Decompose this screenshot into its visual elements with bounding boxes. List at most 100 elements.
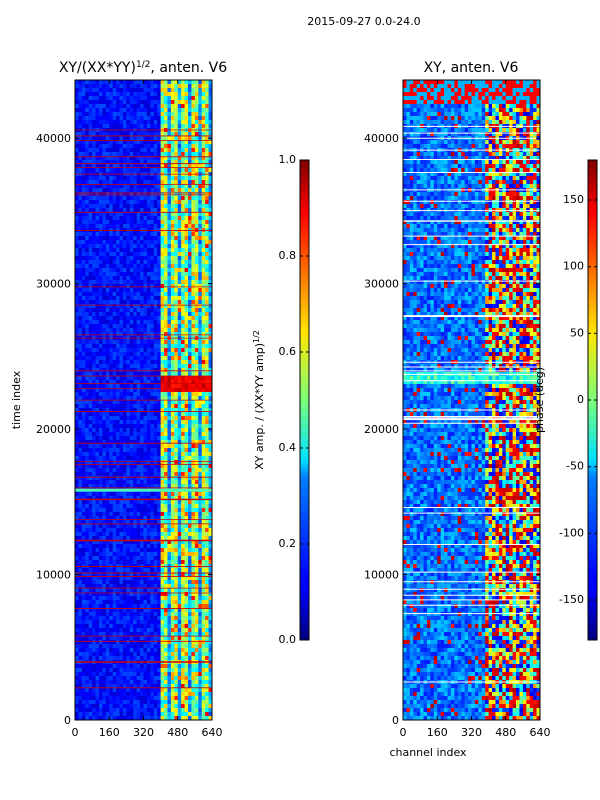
heatmap-cell bbox=[78, 256, 83, 261]
heatmap-cell bbox=[98, 296, 103, 301]
heatmap-cell bbox=[112, 524, 117, 529]
heatmap-cell bbox=[157, 188, 162, 193]
heatmap-cell bbox=[109, 280, 114, 285]
heatmap-cell bbox=[109, 192, 114, 197]
heatmap-cell bbox=[181, 372, 186, 377]
heatmap-cell bbox=[85, 144, 90, 149]
heatmap-cell bbox=[136, 280, 141, 285]
heatmap-cell bbox=[143, 420, 148, 425]
heatmap-cell bbox=[109, 568, 114, 573]
heatmap-cell bbox=[194, 460, 199, 465]
heatmap-cell bbox=[112, 312, 117, 317]
heatmap-cell bbox=[102, 552, 107, 557]
heatmap-cell bbox=[98, 136, 103, 141]
heatmap-cell bbox=[119, 220, 124, 225]
heatmap-cell bbox=[170, 224, 175, 229]
heatmap-cell bbox=[119, 472, 124, 477]
heatmap-cell bbox=[150, 136, 155, 141]
heatmap-cell bbox=[205, 560, 210, 565]
heatmap-cell bbox=[191, 412, 196, 417]
heatmap-cell bbox=[157, 388, 162, 393]
heatmap-cell bbox=[119, 360, 124, 365]
heatmap-cell bbox=[126, 380, 131, 385]
heatmap-cell bbox=[205, 164, 210, 169]
heatmap-cell bbox=[181, 556, 186, 561]
heatmap-cell bbox=[122, 144, 127, 149]
heatmap-cell bbox=[88, 380, 93, 385]
heatmap-cell bbox=[181, 240, 186, 245]
heatmap-cell bbox=[112, 468, 117, 473]
heatmap-cell bbox=[95, 444, 100, 449]
heatmap-cell bbox=[170, 456, 175, 461]
heatmap-cell bbox=[85, 448, 90, 453]
heatmap-cell bbox=[191, 164, 196, 169]
heatmap-cell bbox=[88, 568, 93, 573]
heatmap-cell bbox=[140, 440, 145, 445]
heatmap-cell bbox=[181, 496, 186, 501]
heatmap-cell bbox=[160, 432, 165, 437]
heatmap-cell bbox=[170, 276, 175, 281]
heatmap-cell bbox=[109, 272, 114, 277]
heatmap-cell bbox=[191, 360, 196, 365]
heatmap-cell bbox=[198, 344, 203, 349]
heatmap-cell bbox=[92, 376, 97, 381]
heatmap-cell bbox=[88, 148, 93, 153]
heatmap-cell bbox=[78, 568, 83, 573]
heatmap-cell bbox=[201, 404, 206, 409]
heatmap-cell bbox=[177, 340, 182, 345]
heatmap-cell bbox=[188, 268, 193, 273]
heatmap-cell bbox=[164, 524, 169, 529]
heatmap-cell bbox=[122, 560, 127, 565]
heatmap-cell bbox=[205, 412, 210, 417]
heatmap-cell bbox=[105, 300, 110, 305]
heatmap-cell bbox=[136, 400, 141, 405]
heatmap-cell bbox=[109, 300, 114, 305]
heatmap-cell bbox=[133, 524, 138, 529]
heatmap-cell bbox=[129, 84, 134, 89]
heatmap-cell bbox=[95, 548, 100, 553]
heatmap-cell bbox=[160, 328, 165, 333]
heatmap-cell bbox=[95, 432, 100, 437]
heatmap-cell bbox=[133, 560, 138, 565]
heatmap-cell bbox=[140, 280, 145, 285]
heatmap-cell bbox=[191, 208, 196, 213]
heatmap-cell bbox=[146, 552, 151, 557]
heatmap-cell bbox=[194, 196, 199, 201]
heatmap-cell bbox=[184, 508, 189, 513]
heatmap-cell bbox=[208, 556, 212, 561]
heatmap-cell bbox=[78, 180, 83, 185]
heatmap-cell bbox=[92, 156, 97, 161]
heatmap-cell bbox=[143, 312, 148, 317]
heatmap-cell bbox=[88, 420, 93, 425]
heatmap-cell bbox=[170, 468, 175, 473]
heatmap-cell bbox=[181, 484, 186, 489]
heatmap-cell bbox=[164, 528, 169, 533]
heatmap-cell bbox=[157, 368, 162, 373]
heatmap-cell bbox=[75, 272, 80, 277]
heatmap-cell bbox=[198, 528, 203, 533]
heatmap-cell bbox=[109, 404, 114, 409]
heatmap-cell bbox=[143, 496, 148, 501]
heatmap-cell bbox=[122, 396, 127, 401]
heatmap-cell bbox=[140, 432, 145, 437]
heatmap-cell bbox=[119, 524, 124, 529]
heatmap-cell bbox=[205, 116, 210, 121]
heatmap-cell bbox=[129, 428, 134, 433]
heatmap-cell bbox=[119, 432, 124, 437]
heatmap-cell bbox=[170, 568, 175, 573]
heatmap-cell bbox=[102, 572, 107, 577]
heatmap-cell bbox=[164, 136, 169, 141]
heatmap-cell bbox=[177, 192, 182, 197]
heatmap-cell bbox=[198, 328, 203, 333]
heatmap-cell bbox=[150, 400, 155, 405]
heatmap-cell bbox=[167, 472, 172, 477]
heatmap-cell bbox=[143, 356, 148, 361]
heatmap-cell bbox=[160, 304, 165, 309]
heatmap-cell bbox=[191, 544, 196, 549]
heatmap-cell bbox=[122, 284, 127, 289]
heatmap-cell bbox=[119, 340, 124, 345]
heatmap-cell bbox=[194, 276, 199, 281]
heatmap-cell bbox=[181, 348, 186, 353]
heatmap-cell bbox=[98, 404, 103, 409]
heatmap-cell bbox=[205, 372, 210, 377]
